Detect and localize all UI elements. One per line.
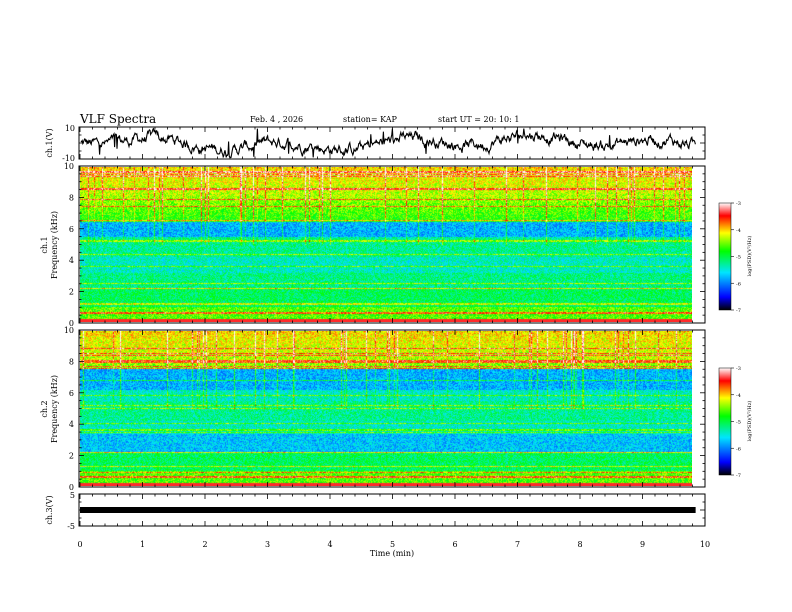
colorbar-tick-label: -7	[736, 308, 741, 314]
ch2-freq-axis-label-a: ch.2	[40, 400, 49, 417]
time-tick-label: 5	[390, 540, 395, 549]
colorbar-tick-label: -4	[736, 228, 741, 234]
time-tick-label: 3	[265, 540, 270, 549]
ch1-volt-tick-bottom: -10	[62, 154, 75, 163]
colorbar-tick-label: -6	[736, 446, 741, 452]
colorbar-tick-label: -5	[736, 420, 741, 426]
date-label: Feb. 4 , 2026	[250, 115, 303, 124]
time-tick-label: 1	[140, 540, 145, 549]
ch1-waveform	[80, 127, 696, 159]
freq-tick-label: 4	[69, 256, 74, 265]
ch1-freq-axis-label-a: ch.1	[40, 236, 49, 253]
freq-tick-label: 6	[69, 225, 74, 234]
colorbar-tick-label: -5	[736, 255, 741, 261]
time-tick-labels: 0 1 2 3 4 5 6 7 8 9 10	[77, 540, 710, 549]
colorbar-tick-label: -6	[736, 281, 741, 287]
ch1-volt-tick-top: 10	[65, 124, 75, 133]
freq-tick-label: 2	[69, 288, 74, 297]
ch3-volt-tick-bottom: -5	[67, 522, 75, 531]
ch1-freq-tick-labels: 0 2 4 6 8 10	[64, 162, 74, 328]
station-label: station= KAP	[343, 115, 398, 124]
time-tick-label: 8	[577, 540, 582, 549]
time-tick-label: 0	[77, 540, 82, 549]
freq-tick-label: 0	[69, 483, 74, 492]
ch1-volt-axis-label: ch.1(V)	[45, 128, 54, 157]
ch2-freq-axis-label-b: Frequency (kHz)	[50, 375, 59, 443]
freq-tick-label: 0	[69, 319, 74, 328]
colorbar-tick-label: -3	[736, 366, 741, 372]
colorbar-tick-label: -4	[736, 393, 741, 399]
ch3-volt-axis-label: ch.3(V)	[45, 495, 54, 524]
ch1-colorbar-label: log(PSD)(V²/Hz)	[746, 236, 753, 277]
time-tick-label: 2	[202, 540, 207, 549]
ch1-spectrogram	[80, 167, 692, 322]
freq-tick-label: 8	[69, 357, 74, 366]
freq-tick-label: 10	[64, 162, 74, 171]
time-tick-label: 6	[452, 540, 457, 549]
ch3-volt-tick-top: 5	[70, 491, 75, 500]
freq-tick-label: 6	[69, 389, 74, 398]
time-tick-label: 10	[700, 540, 710, 549]
axis-ticks	[79, 126, 706, 527]
ch3-signal-band	[80, 507, 696, 513]
start-time-label: start UT = 20: 10: 1	[438, 115, 519, 124]
ch2-freq-tick-labels: 0 2 4 6 8 10	[64, 326, 74, 492]
colorbar-tick-label: -7	[736, 473, 741, 479]
time-tick-label: 4	[327, 540, 332, 549]
time-tick-label: 9	[640, 540, 645, 549]
freq-tick-label: 4	[69, 420, 74, 429]
ch1-freq-axis-label-b: Frequency (kHz)	[50, 211, 59, 279]
ch2-colorbar: -3 -4 -5 -6 -7 log(PSD)(V²/Hz)	[718, 366, 753, 479]
time-tick-label: 7	[515, 540, 520, 549]
freq-tick-label: 8	[69, 193, 74, 202]
figure-title: VLF Spectra	[79, 112, 156, 126]
freq-tick-label: 10	[64, 326, 74, 335]
freq-tick-label: 2	[69, 452, 74, 461]
ch1-colorbar: -3 -4 -5 -6 -7 log(PSD)(V²/Hz)	[718, 201, 753, 314]
ch2-colorbar-label: log(PSD)(V²/Hz)	[746, 401, 753, 442]
time-axis-label: Time (min)	[370, 549, 414, 558]
ch2-spectrogram	[80, 331, 692, 486]
colorbar-tick-label: -3	[736, 201, 741, 207]
